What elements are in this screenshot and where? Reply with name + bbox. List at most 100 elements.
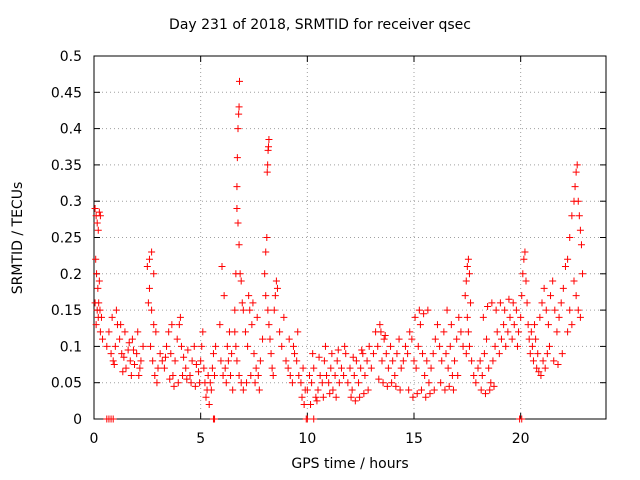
data-point [547, 292, 555, 300]
data-point [254, 371, 262, 379]
data-point [515, 328, 523, 336]
data-point [233, 204, 241, 212]
data-point [276, 328, 284, 336]
data-point [103, 342, 111, 350]
y-tick-label: 0.4 [60, 122, 82, 138]
data-point [381, 332, 389, 340]
data-point [525, 335, 533, 343]
data-point [391, 371, 399, 379]
data-point [198, 342, 206, 350]
data-point [533, 364, 541, 372]
data-point [549, 277, 557, 285]
data-point [445, 382, 453, 390]
data-point [457, 328, 465, 336]
data-point [144, 299, 152, 307]
data-point [412, 364, 420, 372]
data-point [342, 350, 350, 358]
data-point [463, 313, 471, 321]
data-point [125, 339, 133, 347]
data-point [269, 371, 277, 379]
data-point [430, 386, 438, 394]
data-point [177, 342, 185, 350]
data-point [519, 270, 527, 278]
data-point [253, 313, 261, 321]
data-point [449, 386, 457, 394]
data-point [173, 335, 181, 343]
data-point [502, 342, 510, 350]
data-point [222, 379, 230, 387]
data-point [234, 125, 242, 133]
data-point [427, 364, 435, 372]
data-point [91, 299, 99, 307]
data-point [169, 371, 177, 379]
data-point [401, 342, 409, 350]
data-point [504, 328, 512, 336]
data-point [109, 415, 117, 423]
data-point [579, 270, 587, 278]
data-point [472, 379, 480, 387]
data-point [256, 357, 264, 365]
data-point [464, 328, 472, 336]
data-point [231, 306, 239, 314]
data-point [154, 364, 162, 372]
data-point [459, 342, 467, 350]
data-point [117, 321, 125, 329]
data-point [295, 371, 303, 379]
data-point [235, 110, 243, 118]
data-point [468, 357, 476, 365]
data-point [99, 335, 107, 343]
data-point [369, 350, 377, 358]
data-point [517, 313, 525, 321]
data-point [572, 292, 580, 300]
data-point [377, 328, 385, 336]
data-point [271, 292, 279, 300]
data-point [134, 328, 142, 336]
data-point [442, 350, 450, 358]
data-point [94, 284, 102, 292]
data-point [282, 357, 290, 365]
data-point [474, 364, 482, 372]
data-point [349, 353, 357, 361]
data-point [255, 386, 263, 394]
data-point [352, 357, 360, 365]
data-point [118, 350, 126, 358]
data-point [326, 390, 334, 398]
data-point [264, 306, 272, 314]
data-point [127, 371, 135, 379]
y-tick-label: 0.05 [51, 376, 82, 392]
data-point [383, 382, 391, 390]
x-tick-label: 0 [90, 431, 99, 447]
data-point [95, 277, 103, 285]
data-point [272, 277, 280, 285]
data-point [376, 321, 384, 329]
data-point [234, 219, 242, 227]
data-point [229, 386, 237, 394]
data-point [286, 371, 294, 379]
data-point [163, 342, 171, 350]
data-point [378, 357, 386, 365]
data-point [496, 299, 504, 307]
data-point [363, 357, 371, 365]
data-point [200, 364, 208, 372]
data-point [573, 161, 581, 169]
data-point [235, 77, 243, 85]
data-point [532, 335, 540, 343]
data-point [166, 375, 174, 383]
data-point [303, 415, 311, 423]
data-point [365, 342, 373, 350]
data-point [235, 371, 243, 379]
data-point [298, 393, 306, 401]
data-point [197, 357, 205, 365]
data-point [576, 313, 584, 321]
data-point [341, 342, 349, 350]
data-point [211, 415, 219, 423]
data-point [93, 306, 101, 314]
data-point [404, 350, 412, 358]
data-point [233, 357, 241, 365]
data-point [92, 255, 100, 263]
data-point [453, 335, 461, 343]
data-point [202, 393, 210, 401]
data-point [95, 208, 103, 216]
data-point [575, 212, 583, 220]
data-point [126, 357, 134, 365]
